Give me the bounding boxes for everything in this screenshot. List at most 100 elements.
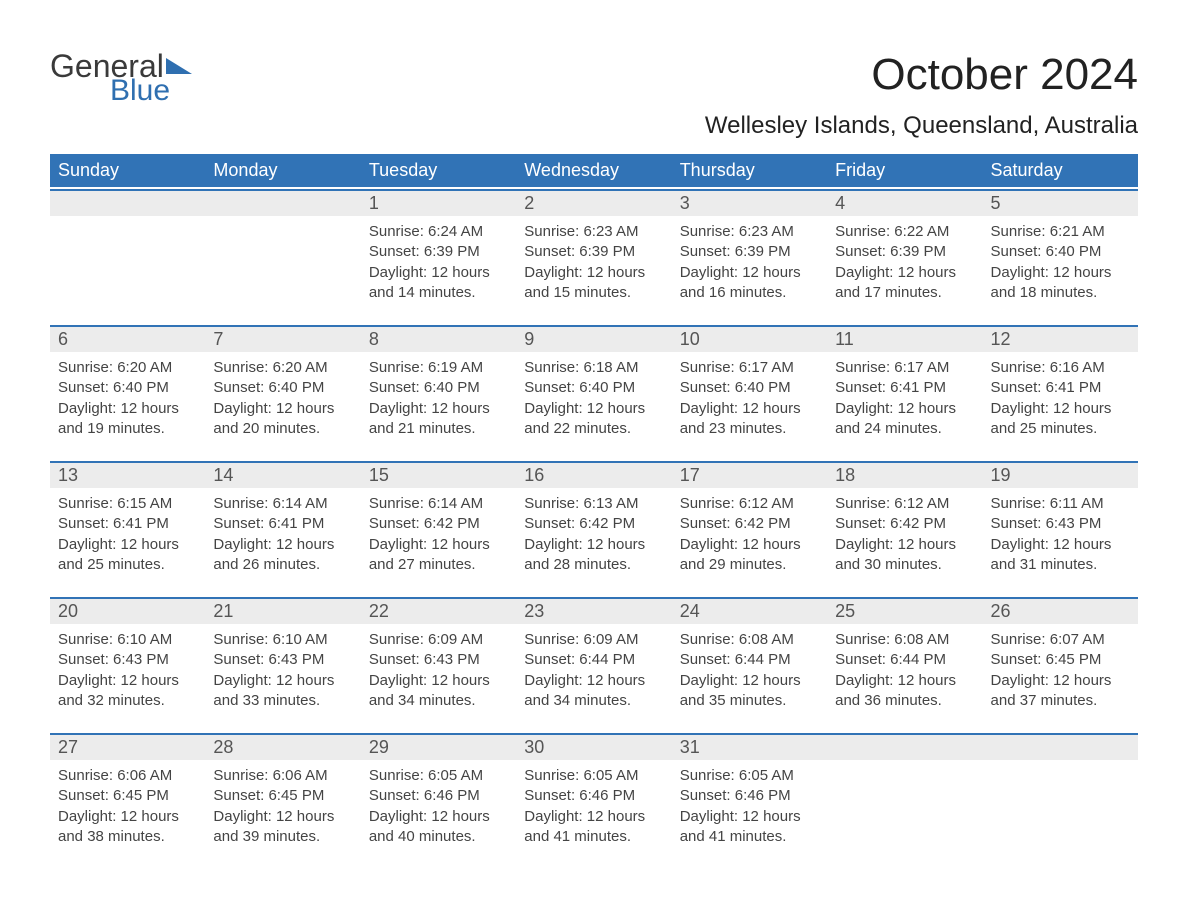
brand-logo: General Blue bbox=[50, 50, 194, 106]
sunset-text: Sunset: 6:43 PM bbox=[369, 650, 508, 670]
sunset-text: Sunset: 6:40 PM bbox=[524, 378, 663, 398]
daylight-text: Daylight: 12 hours and 15 minutes. bbox=[524, 263, 663, 304]
daylight-text: Daylight: 12 hours and 24 minutes. bbox=[835, 399, 974, 440]
sunset-text: Sunset: 6:39 PM bbox=[835, 242, 974, 262]
weekday-header: Friday bbox=[827, 154, 982, 187]
daylight-text: Daylight: 12 hours and 14 minutes. bbox=[369, 263, 508, 304]
sunrise-text: Sunrise: 6:20 AM bbox=[58, 358, 197, 378]
sunrise-text: Sunrise: 6:18 AM bbox=[524, 358, 663, 378]
day-number: 6 bbox=[50, 327, 205, 352]
sunrise-text: Sunrise: 6:24 AM bbox=[369, 222, 508, 242]
sunset-text: Sunset: 6:46 PM bbox=[369, 786, 508, 806]
day-cell: Sunrise: 6:23 AMSunset: 6:39 PMDaylight:… bbox=[672, 216, 827, 323]
sunset-text: Sunset: 6:46 PM bbox=[680, 786, 819, 806]
day-number: 24 bbox=[672, 599, 827, 624]
daylight-text: Daylight: 12 hours and 28 minutes. bbox=[524, 535, 663, 576]
sunrise-text: Sunrise: 6:05 AM bbox=[680, 766, 819, 786]
daylight-text: Daylight: 12 hours and 34 minutes. bbox=[524, 671, 663, 712]
sunrise-text: Sunrise: 6:08 AM bbox=[835, 630, 974, 650]
sunrise-text: Sunrise: 6:15 AM bbox=[58, 494, 197, 514]
day-cell: Sunrise: 6:07 AMSunset: 6:45 PMDaylight:… bbox=[983, 624, 1138, 731]
daynum-row: 27 28 29 30 31 bbox=[50, 733, 1138, 760]
sunrise-text: Sunrise: 6:10 AM bbox=[58, 630, 197, 650]
week-row: 1 2 3 4 5 Sunrise: 6:24 AMSunset: 6:39 P… bbox=[50, 189, 1138, 323]
daylight-text: Daylight: 12 hours and 31 minutes. bbox=[991, 535, 1130, 576]
daylight-text: Daylight: 12 hours and 21 minutes. bbox=[369, 399, 508, 440]
sunrise-text: Sunrise: 6:13 AM bbox=[524, 494, 663, 514]
daynum-row: 6 7 8 9 10 11 12 bbox=[50, 325, 1138, 352]
day-number: 29 bbox=[361, 735, 516, 760]
day-cell: Sunrise: 6:24 AMSunset: 6:39 PMDaylight:… bbox=[361, 216, 516, 323]
day-cell: Sunrise: 6:11 AMSunset: 6:43 PMDaylight:… bbox=[983, 488, 1138, 595]
day-cell: Sunrise: 6:08 AMSunset: 6:44 PMDaylight:… bbox=[672, 624, 827, 731]
day-cell: Sunrise: 6:14 AMSunset: 6:42 PMDaylight:… bbox=[361, 488, 516, 595]
sunset-text: Sunset: 6:39 PM bbox=[524, 242, 663, 262]
day-number: 26 bbox=[983, 599, 1138, 624]
daylight-text: Daylight: 12 hours and 25 minutes. bbox=[991, 399, 1130, 440]
day-number: 3 bbox=[672, 191, 827, 216]
day-number: 30 bbox=[516, 735, 671, 760]
daycontent-row: Sunrise: 6:10 AMSunset: 6:43 PMDaylight:… bbox=[50, 624, 1138, 731]
sunset-text: Sunset: 6:41 PM bbox=[213, 514, 352, 534]
sunset-text: Sunset: 6:43 PM bbox=[991, 514, 1130, 534]
day-cell: Sunrise: 6:17 AMSunset: 6:40 PMDaylight:… bbox=[672, 352, 827, 459]
daylight-text: Daylight: 12 hours and 35 minutes. bbox=[680, 671, 819, 712]
day-cell bbox=[827, 760, 982, 867]
day-number: 25 bbox=[827, 599, 982, 624]
sunset-text: Sunset: 6:41 PM bbox=[991, 378, 1130, 398]
day-cell: Sunrise: 6:20 AMSunset: 6:40 PMDaylight:… bbox=[50, 352, 205, 459]
sunset-text: Sunset: 6:43 PM bbox=[58, 650, 197, 670]
day-cell: Sunrise: 6:12 AMSunset: 6:42 PMDaylight:… bbox=[827, 488, 982, 595]
daycontent-row: Sunrise: 6:15 AM Sunset: 6:41 PM Daylight:… bbox=[50, 488, 1138, 595]
daylight-text: Daylight: 12 hours and 37 minutes. bbox=[991, 671, 1130, 712]
day-cell: Sunrise: 6:05 AMSunset: 6:46 PMDaylight:… bbox=[672, 760, 827, 867]
sunset-text: Sunset: 6:41 PM bbox=[835, 378, 974, 398]
week-row: 6 7 8 9 10 11 12 Sunrise: 6:20 AMSunset:… bbox=[50, 325, 1138, 459]
day-number: 11 bbox=[827, 327, 982, 352]
day-cell: Sunrise: 6:19 AMSunset: 6:40 PMDaylight:… bbox=[361, 352, 516, 459]
sunrise-text: Sunrise: 6:06 AM bbox=[213, 766, 352, 786]
day-number: 2 bbox=[516, 191, 671, 216]
sunrise-text: Sunrise: 6:06 AM bbox=[58, 766, 197, 786]
sunrise-text: Sunrise: 6:14 AM bbox=[213, 494, 352, 514]
daynum-row: 13 14 15 16 17 18 19 bbox=[50, 461, 1138, 488]
sunrise-text: Sunrise: 6:08 AM bbox=[680, 630, 819, 650]
daycontent-row: Sunrise: 6:06 AMSunset: 6:45 PMDaylight:… bbox=[50, 760, 1138, 867]
daylight-text: Daylight: 12 hours and 34 minutes. bbox=[369, 671, 508, 712]
day-number bbox=[983, 735, 1138, 760]
sunrise-text: Sunrise: 6:05 AM bbox=[369, 766, 508, 786]
day-cell: Sunrise: 6:09 AMSunset: 6:44 PMDaylight:… bbox=[516, 624, 671, 731]
day-number: 27 bbox=[50, 735, 205, 760]
daycontent-row: Sunrise: 6:20 AMSunset: 6:40 PMDaylight:… bbox=[50, 352, 1138, 459]
sunrise-text: Sunrise: 6:21 AM bbox=[991, 222, 1130, 242]
weekday-header: Monday bbox=[205, 154, 360, 187]
daylight-text: Daylight: 12 hours and 20 minutes. bbox=[213, 399, 352, 440]
sunrise-text: Sunrise: 6:20 AM bbox=[213, 358, 352, 378]
daylight-text: Daylight: 12 hours and 30 minutes. bbox=[835, 535, 974, 576]
day-cell: Sunrise: 6:06 AMSunset: 6:45 PMDaylight:… bbox=[50, 760, 205, 867]
day-number: 13 bbox=[50, 463, 205, 488]
day-cell: Sunrise: 6:12 AMSunset: 6:42 PMDaylight:… bbox=[672, 488, 827, 595]
day-number: 28 bbox=[205, 735, 360, 760]
sunrise-text: Sunrise: 6:07 AM bbox=[991, 630, 1130, 650]
daylight-text: Daylight: 12 hours and 40 minutes. bbox=[369, 807, 508, 848]
day-cell: Sunrise: 6:15 AMSunset: 6:41 PMDaylight:… bbox=[50, 488, 205, 595]
day-number: 4 bbox=[827, 191, 982, 216]
day-cell: Sunrise: 6:18 AMSunset: 6:40 PMDaylight:… bbox=[516, 352, 671, 459]
logo-text-blue: Blue bbox=[110, 76, 194, 106]
daycontent-row: Sunrise: 6:24 AMSunset: 6:39 PMDaylight:… bbox=[50, 216, 1138, 323]
day-cell: Sunrise: 6:23 AMSunset: 6:39 PMDaylight:… bbox=[516, 216, 671, 323]
day-cell: Sunrise: 6:14 AMSunset: 6:41 PMDaylight:… bbox=[205, 488, 360, 595]
daylight-text: Daylight: 12 hours and 19 minutes. bbox=[58, 399, 197, 440]
day-cell bbox=[983, 760, 1138, 867]
week-row: 13 14 15 16 17 18 19 Sunrise: 6:15 AM Sun… bbox=[50, 461, 1138, 595]
day-cell: Sunrise: 6:21 AMSunset: 6:40 PMDaylight:… bbox=[983, 216, 1138, 323]
weekday-header: Tuesday bbox=[361, 154, 516, 187]
day-cell: Sunrise: 6:22 AMSunset: 6:39 PMDaylight:… bbox=[827, 216, 982, 323]
day-number: 15 bbox=[361, 463, 516, 488]
daylight-text: Daylight: 12 hours and 22 minutes. bbox=[524, 399, 663, 440]
week-row: 20 21 22 23 24 25 26 Sunrise: 6:10 AMSun… bbox=[50, 597, 1138, 731]
daylight-text: Daylight: 12 hours and 25 minutes. bbox=[58, 535, 197, 576]
header-row: General Blue October 2024 bbox=[50, 50, 1138, 106]
day-cell: Sunrise: 6:20 AMSunset: 6:40 PMDaylight:… bbox=[205, 352, 360, 459]
